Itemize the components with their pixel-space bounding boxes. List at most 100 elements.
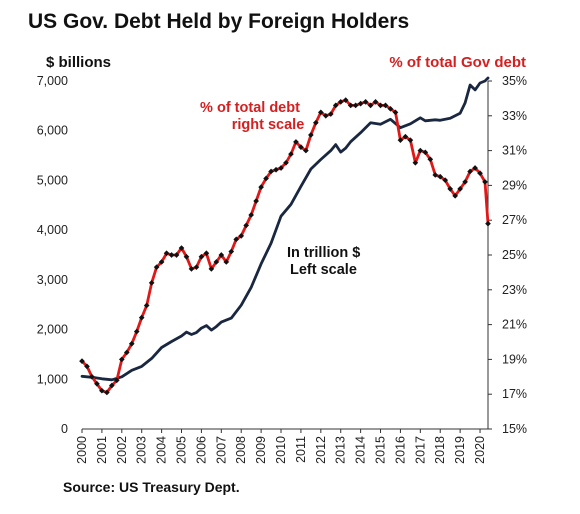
- percent-data-marker: [183, 253, 190, 260]
- left-tick-label: 0: [61, 422, 68, 436]
- x-tick-label: 2003: [135, 436, 149, 464]
- x-tick-label: 2004: [155, 436, 169, 464]
- percent-data-marker: [382, 102, 389, 109]
- percent-data-marker: [114, 377, 120, 384]
- percent-data-marker: [442, 177, 449, 184]
- percent-data-marker: [367, 102, 374, 109]
- x-tick-label: 2002: [115, 436, 129, 464]
- percent-data-marker: [173, 252, 180, 258]
- right-tick-label: 27%: [502, 213, 527, 227]
- x-tick-label: 2019: [453, 436, 467, 464]
- x-tick-label: 2008: [234, 436, 248, 464]
- percent-data-marker: [213, 259, 220, 265]
- percent-data-marker: [158, 259, 165, 265]
- percent-data-marker: [168, 252, 175, 258]
- x-tick-label: 2012: [314, 436, 328, 464]
- percent-data-marker: [138, 314, 145, 321]
- percent-data-marker: [462, 179, 468, 185]
- percent-data-marker: [243, 222, 250, 229]
- x-tick-label: 2020: [473, 436, 487, 464]
- right-tick-label: 15%: [502, 422, 527, 436]
- annotation-text: In trillion $: [287, 245, 360, 261]
- percent-data-marker: [133, 328, 140, 335]
- x-tick-label: 2015: [374, 436, 388, 464]
- percent-data-marker: [84, 363, 90, 370]
- percent-data-marker: [337, 99, 344, 105]
- percent-data-marker: [273, 166, 279, 173]
- percent-data-marker: [412, 159, 419, 166]
- percent-data-marker: [248, 212, 254, 218]
- percent-data-marker: [104, 389, 110, 396]
- percent-data-marker: [482, 179, 488, 185]
- x-tick-label: 2007: [214, 436, 228, 464]
- percent-data-marker: [228, 248, 235, 255]
- x-tick-label: 2005: [175, 436, 189, 464]
- x-tick-label: 2010: [274, 436, 288, 464]
- left-tick-label: 2,000: [37, 323, 68, 337]
- annotation-text: Left scale: [290, 262, 357, 278]
- percent-data-marker: [298, 144, 304, 150]
- percent-data-marker: [392, 109, 399, 116]
- right-tick-label: 17%: [502, 387, 527, 401]
- percent-data-marker: [233, 236, 240, 243]
- annotation-text: % of total debt: [200, 100, 300, 116]
- left-tick-label: 7,000: [37, 74, 68, 88]
- left-tick-label: 5,000: [37, 173, 68, 187]
- percent-data-marker: [198, 253, 205, 260]
- percent-data-marker: [288, 151, 294, 157]
- percent-data-marker: [258, 184, 264, 190]
- percent-data-marker: [293, 139, 299, 145]
- percent-data-marker: [163, 250, 170, 257]
- percent-data-marker: [188, 266, 195, 272]
- x-tick-label: 2013: [334, 436, 348, 464]
- right-tick-label: 19%: [502, 352, 527, 366]
- percent-data-marker: [467, 168, 473, 175]
- percent-data-marker: [278, 165, 284, 171]
- right-axis-label: % of total Gov debt: [389, 54, 526, 71]
- percent-data-marker: [397, 137, 404, 143]
- percent-data-marker: [308, 132, 314, 138]
- percent-data-marker: [148, 280, 155, 286]
- right-tick-label: 29%: [502, 178, 527, 192]
- right-tick-label: 25%: [502, 248, 527, 262]
- percent-data-marker: [203, 250, 210, 257]
- left-tick-label: 1,000: [37, 372, 68, 386]
- left-tick-label: 3,000: [37, 273, 68, 287]
- percent-data-marker: [387, 106, 394, 112]
- percent-data-marker: [143, 302, 150, 309]
- x-tick-label: 2001: [95, 436, 109, 464]
- percent-data-marker: [109, 382, 115, 389]
- percent-data-marker: [362, 99, 369, 105]
- x-tick-label: 2009: [254, 436, 268, 464]
- percent-data-marker: [437, 173, 444, 180]
- left-tick-label: 6,000: [37, 124, 68, 138]
- percent-data-marker: [352, 102, 359, 109]
- source-note: Source: US Treasury Dept.: [63, 479, 240, 495]
- percent-data-marker: [472, 165, 478, 171]
- right-tick-label: 31%: [502, 144, 527, 158]
- percent-data-marker: [283, 159, 289, 166]
- x-tick-label: 2016: [393, 436, 407, 464]
- right-tick-label: 33%: [502, 109, 527, 123]
- percent-data-marker: [153, 264, 160, 271]
- percent-data-marker: [268, 168, 274, 175]
- foreign-holdings-line: [80, 76, 490, 382]
- annotation-text: right scale: [232, 117, 305, 133]
- percent-data-marker: [357, 100, 364, 107]
- right-tick-label: 21%: [502, 318, 527, 332]
- chart-title: US Gov. Debt Held by Foreign Holders: [28, 10, 410, 33]
- x-tick-label: 2018: [433, 436, 447, 464]
- percent-data-marker: [89, 373, 95, 380]
- x-tick-label: 2011: [294, 436, 308, 463]
- x-tick-label: 2017: [413, 436, 427, 464]
- percent-data-marker: [422, 149, 429, 156]
- percent-data-marker: [402, 133, 409, 140]
- percent-data-marker: [193, 264, 200, 271]
- percent-data-marker: [407, 137, 414, 143]
- percent-data-marker: [332, 102, 339, 109]
- percent-data-marker: [99, 387, 105, 394]
- percent-of-debt-line: [80, 98, 490, 394]
- percent-data-marker: [327, 111, 334, 117]
- percent-data-marker: [303, 147, 309, 154]
